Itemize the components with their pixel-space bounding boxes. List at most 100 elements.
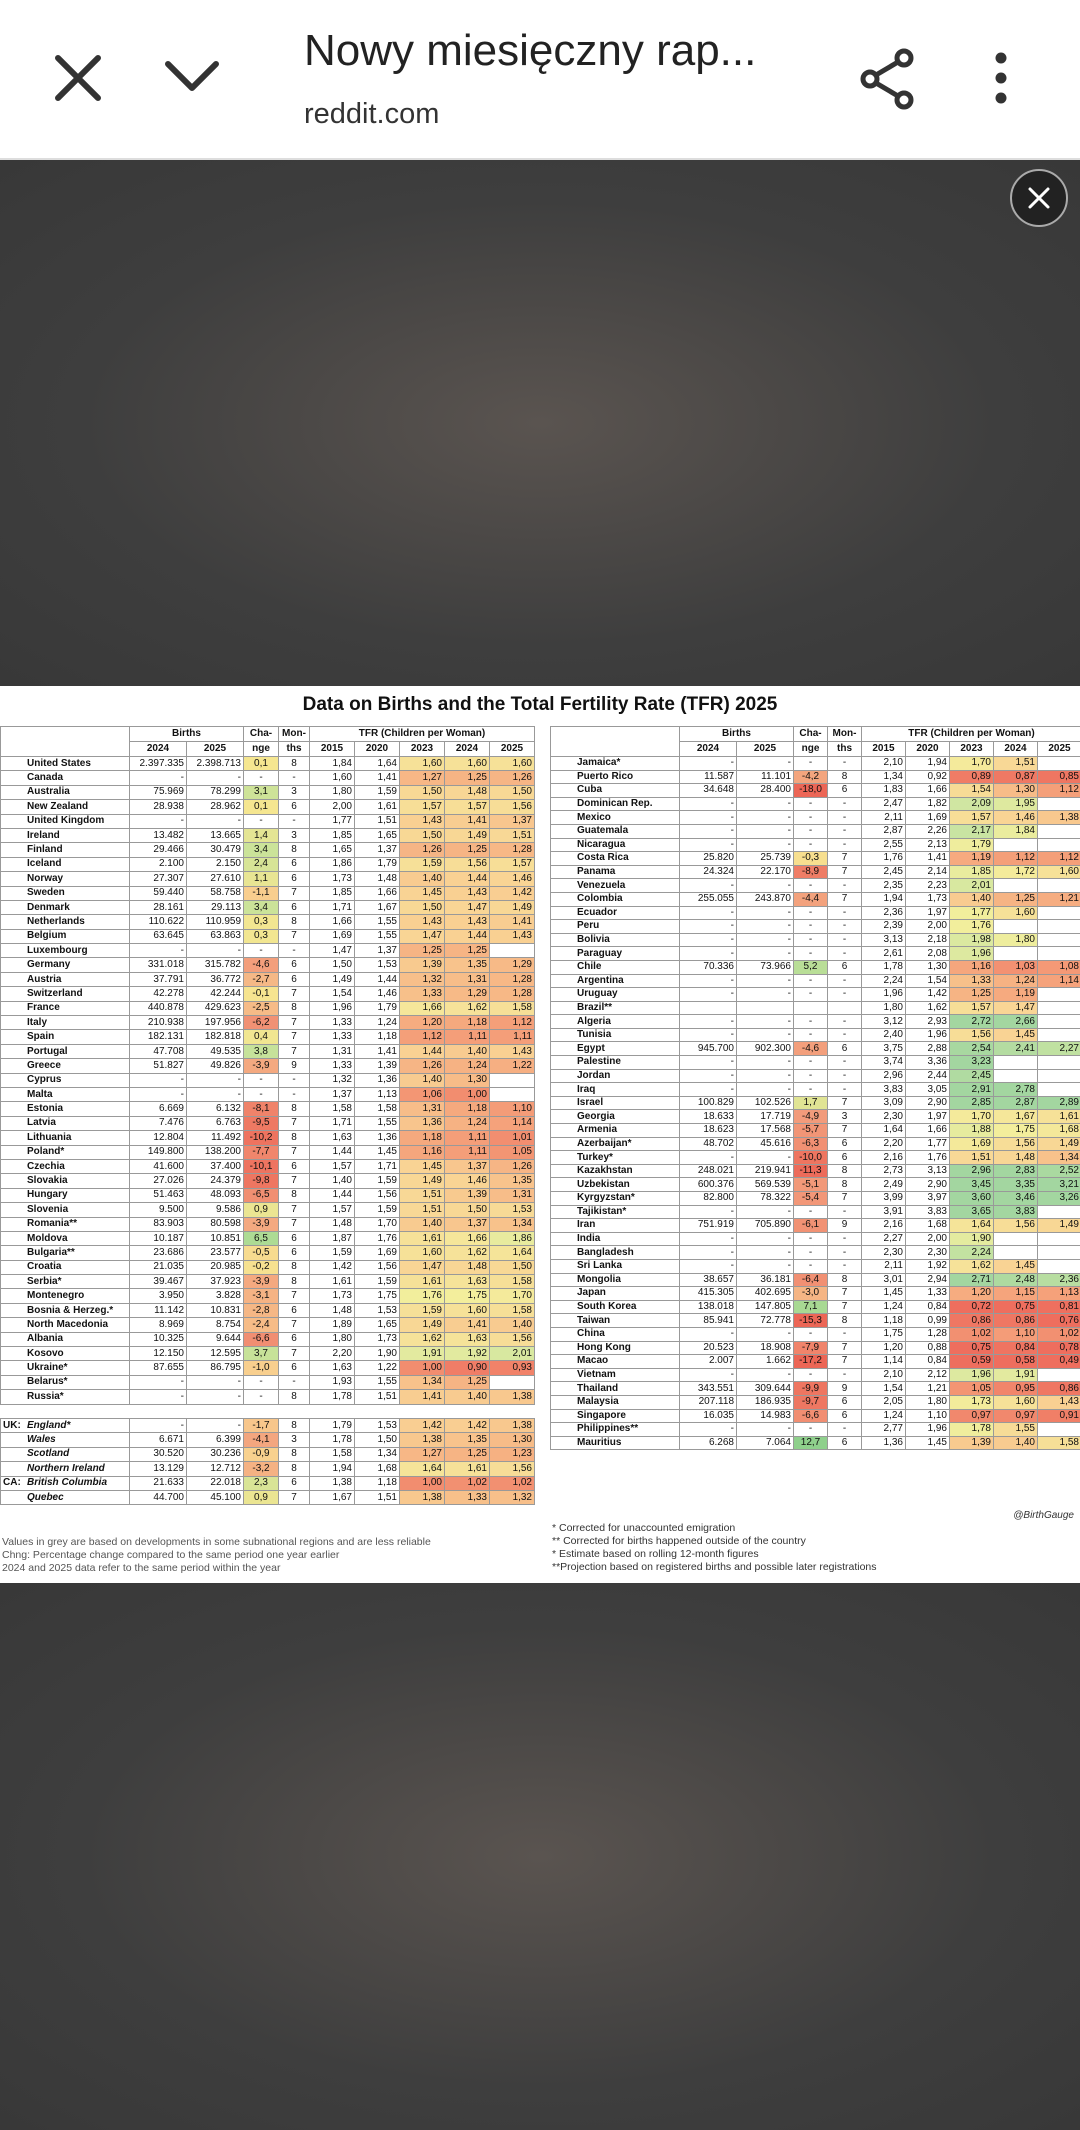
value-cell: 7 bbox=[278, 885, 310, 901]
value-cell: -8,1 bbox=[243, 1101, 279, 1117]
value-cell: 1,70 bbox=[949, 756, 994, 771]
close-viewer-button[interactable] bbox=[1009, 168, 1069, 228]
value-cell: 7 bbox=[278, 1029, 310, 1045]
country-name: Bulgaria** bbox=[27, 1246, 75, 1258]
value-cell: -4,6 bbox=[243, 957, 279, 973]
value-cell: - bbox=[679, 1258, 737, 1274]
value-cell: 12.150 bbox=[129, 1346, 187, 1362]
share-button[interactable] bbox=[858, 48, 918, 110]
value-cell: 8 bbox=[278, 1187, 310, 1204]
value-cell: - bbox=[679, 878, 737, 893]
value-cell: 2,91 bbox=[949, 1082, 994, 1097]
country-cell: Thailand bbox=[550, 1381, 680, 1396]
country-name: Thailand bbox=[577, 1382, 619, 1394]
close-button[interactable] bbox=[50, 50, 106, 106]
backdrop bbox=[0, 160, 1080, 686]
value-cell: -3,1 bbox=[243, 1288, 279, 1304]
country-name: Vietnam bbox=[577, 1369, 616, 1381]
country-cell: Panama bbox=[550, 864, 680, 880]
country-name: Spain bbox=[27, 1031, 55, 1043]
header-cell: 2024 bbox=[993, 741, 1038, 757]
country-cell: Estonia bbox=[0, 1101, 130, 1117]
value-cell: - bbox=[793, 1422, 828, 1437]
value-cell: 1,75 bbox=[444, 1288, 490, 1304]
value-cell: 7 bbox=[278, 1346, 310, 1362]
value-cell: 1,75 bbox=[993, 1123, 1038, 1138]
table-row: Tajikistan* - - - -3,91 3,83 3,65 3,83 bbox=[550, 1204, 1080, 1220]
value-cell: 1,49 bbox=[1037, 1218, 1080, 1233]
header-cell: Mon- bbox=[827, 726, 862, 742]
country-name: Cuba bbox=[577, 784, 602, 796]
country-name: Montenegro bbox=[27, 1290, 85, 1302]
value-cell: - bbox=[793, 1326, 828, 1342]
value-cell: 1,27 bbox=[399, 770, 445, 786]
value-cell: - bbox=[736, 1245, 794, 1260]
value-cell bbox=[1037, 878, 1080, 893]
country-cell: Venezuela bbox=[550, 878, 680, 893]
page-title: Nowy miesięczny rap... bbox=[304, 26, 757, 75]
value-cell: -3,9 bbox=[243, 1216, 279, 1232]
value-cell: 1,79 bbox=[309, 1417, 355, 1434]
menu-button[interactable] bbox=[986, 52, 1016, 108]
country-cell: Australia bbox=[0, 784, 130, 801]
value-cell: 8 bbox=[278, 1461, 310, 1477]
value-cell: 1,42 bbox=[489, 885, 535, 901]
table-row: Austria 37.791 36.772 -2,7 6 1,49 1,44 1,32 1,31… bbox=[0, 971, 535, 988]
value-cell: 1,58 bbox=[489, 1000, 535, 1017]
value-cell: 1,55 bbox=[354, 1115, 400, 1132]
table-row: Quebec 44.700 45.100 0,9 7 1,67 1,51 1,38 1,33 1,… bbox=[0, 1489, 535, 1506]
value-cell: 1,85 bbox=[949, 864, 994, 880]
value-cell: - bbox=[827, 1014, 862, 1029]
table-row: Canada - - - -1,60 1,41 1,27 1,25 1,26 bbox=[0, 770, 535, 786]
country-cell: Sweden bbox=[0, 885, 130, 901]
value-cell: 3 bbox=[278, 1432, 310, 1448]
value-cell: 1,43 bbox=[399, 914, 445, 930]
value-cell: 7 bbox=[278, 928, 310, 945]
country-name: Tunisia bbox=[577, 1029, 612, 1041]
value-cell: - bbox=[827, 1258, 862, 1274]
value-cell: 1,46 bbox=[444, 1173, 490, 1189]
value-cell: 1,33 bbox=[949, 973, 994, 989]
value-cell: -2,7 bbox=[243, 971, 279, 988]
country-cell: Austria bbox=[0, 971, 130, 988]
value-cell: 309.644 bbox=[736, 1381, 794, 1396]
value-cell: - bbox=[243, 1086, 279, 1103]
value-cell: 17.719 bbox=[736, 1109, 794, 1125]
table-row: New Zealand 28.938 28.962 0,1 6 2,00 1,61 1,57 1… bbox=[0, 799, 535, 815]
country-cell: Croatia bbox=[0, 1259, 130, 1276]
value-cell: 1,73 bbox=[905, 891, 950, 907]
value-cell: 1,18 bbox=[444, 1101, 490, 1117]
value-cell: 1,44 bbox=[444, 871, 490, 887]
value-cell: 1,55 bbox=[354, 914, 400, 930]
country-name: Bosnia & Herzeg.* bbox=[27, 1304, 114, 1316]
header-cell: Births bbox=[679, 726, 794, 742]
value-cell: - bbox=[243, 1389, 279, 1405]
value-cell: 1,59 bbox=[309, 1245, 355, 1261]
value-cell: - bbox=[827, 905, 862, 921]
value-cell: 6.399 bbox=[186, 1432, 244, 1448]
value-cell: 1,49 bbox=[444, 827, 490, 844]
value-cell: - bbox=[679, 1027, 737, 1043]
value-cell: 1,16 bbox=[399, 1144, 445, 1160]
value-cell: 149.800 bbox=[129, 1144, 187, 1160]
collapse-button[interactable] bbox=[162, 56, 222, 96]
value-cell: 6 bbox=[278, 1302, 310, 1319]
table-row: Colombia 255.055 243.870 -4,4 7 1,94 1,73 1,40 1… bbox=[550, 891, 1080, 907]
value-cell: - bbox=[679, 837, 737, 853]
value-cell: 13.129 bbox=[129, 1461, 187, 1477]
value-cell: 1,24 bbox=[354, 1015, 400, 1031]
value-cell: 1,06 bbox=[399, 1086, 445, 1103]
value-cell: 1,56 bbox=[489, 799, 535, 815]
value-cell: - bbox=[793, 1014, 828, 1029]
value-cell: - bbox=[736, 987, 794, 1002]
value-cell: -7,9 bbox=[793, 1340, 828, 1356]
country-cell: Uruguay bbox=[550, 987, 680, 1002]
value-cell: 1,12 bbox=[993, 851, 1038, 866]
country-cell: Costa Rica bbox=[550, 851, 680, 866]
value-cell: - bbox=[793, 1258, 828, 1274]
value-cell: 18.633 bbox=[679, 1109, 737, 1125]
country-name: Venezuela bbox=[577, 879, 626, 891]
value-cell: 12.804 bbox=[129, 1130, 187, 1146]
value-cell: 1,25 bbox=[444, 1374, 490, 1391]
country-name: Canada bbox=[27, 772, 64, 784]
